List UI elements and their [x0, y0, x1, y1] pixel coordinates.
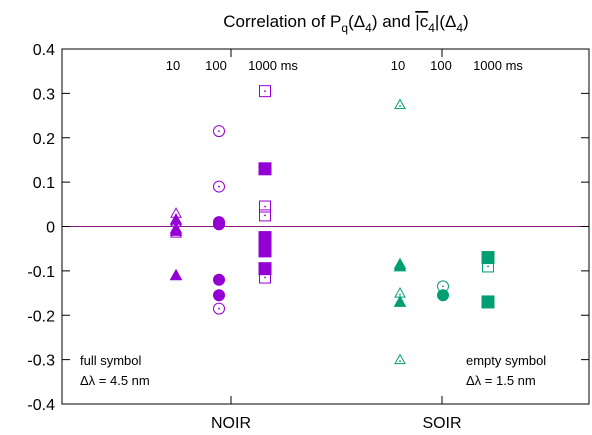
time-label-soir-1000: 1000 ms: [473, 58, 523, 73]
point-center-dot: [175, 213, 177, 216]
point-noir-1000ms-square-full: [258, 162, 272, 176]
annotation-empty-symbol: empty symbol: [466, 353, 546, 368]
point-center-dot: [175, 233, 177, 236]
point-noir-1000ms-square-empty: [259, 271, 271, 284]
point-noir-100ms-circle-empty: [213, 302, 225, 315]
x-label-noir: NOIR: [211, 415, 251, 432]
point-soir-1000ms-square-empty: [482, 260, 494, 273]
point-soir-10ms-triangle-full: [393, 259, 407, 272]
point-noir-100ms-circle-empty: [213, 218, 225, 231]
point-center-dot: [218, 130, 220, 132]
point-noir-100ms-circle-full: [213, 289, 225, 302]
point-soir-1000ms-square-full: [481, 251, 495, 265]
annotation-full-resolution: Δλ = 4.5 nm: [80, 373, 150, 388]
point-center-dot: [399, 105, 401, 107]
y-tick-label: 0.2: [33, 131, 55, 148]
point-center-dot: [218, 185, 220, 188]
point-noir-100ms-circle-full: [213, 273, 225, 286]
annotation-full-symbol: full symbol: [80, 353, 142, 368]
x-label-soir: SOIR: [422, 415, 461, 432]
point-center-dot: [399, 293, 401, 296]
y-axis: 0.4 0.3 0.2 0.1 0 -0.1 -0.2 -0.3 -0.4: [27, 42, 589, 414]
point-noir-1000ms-square-empty: [259, 209, 271, 222]
point-noir-10ms-triangle-empty: [170, 227, 182, 238]
point-center-dot: [218, 307, 220, 310]
y-tick-label: 0.4: [33, 42, 55, 59]
point-noir-100ms-circle-empty: [213, 125, 225, 138]
y-tick-label: -0.2: [27, 308, 55, 325]
point-noir-1000ms-square-empty: [259, 85, 271, 98]
point-noir-10ms-triangle-full: [169, 268, 183, 281]
point-center-dot: [264, 90, 266, 93]
point-soir-100ms-circle-empty: [437, 280, 449, 293]
y-tick-label: -0.4: [27, 397, 55, 414]
y-tick-label: 0.3: [33, 86, 55, 103]
point-soir-100ms-circle-full: [437, 289, 449, 302]
point-center-dot: [264, 214, 266, 217]
y-tick-label: -0.1: [27, 264, 55, 281]
point-center-dot: [175, 222, 177, 225]
time-label-soir-10: 10: [391, 58, 405, 73]
y-tick-label: 0.1: [33, 175, 55, 192]
annotation-empty-resolution: Δλ = 1.5 nm: [466, 373, 536, 388]
point-center-dot: [399, 360, 401, 363]
point-noir-1000ms-square-full: [258, 262, 272, 276]
point-center-dot: [218, 223, 220, 226]
point-center-dot: [264, 276, 266, 279]
point-center-dot: [264, 205, 266, 208]
point-soir-1000ms-square-full: [481, 295, 495, 309]
y-tick-label: 0: [46, 220, 55, 237]
time-label-noir-100: 100: [205, 58, 227, 73]
point-noir-1000ms-square-full: [258, 244, 272, 258]
time-label-soir-100: 100: [430, 58, 452, 73]
point-noir-10ms-triangle-empty: [170, 216, 182, 227]
y-tick-label: -0.3: [27, 353, 55, 370]
point-soir-10ms-triangle-full: [393, 295, 407, 307]
point-noir-100ms-circle-empty: [213, 180, 225, 193]
point-soir-10ms-triangle-empty: [394, 98, 406, 109]
chart-title: Correlation of Pq(Δ4) and |c4|(Δ4): [223, 12, 468, 35]
point-soir-10ms-triangle-empty: [394, 287, 406, 298]
time-label-noir-1000: 1000 ms: [248, 58, 298, 73]
data-points: [169, 85, 495, 365]
point-soir-10ms-triangle-empty: [394, 353, 406, 365]
time-label-noir-10: 10: [166, 58, 180, 73]
point-center-dot: [442, 285, 444, 288]
point-center-dot: [487, 265, 489, 268]
point-noir-1000ms-square-empty: [259, 200, 271, 213]
